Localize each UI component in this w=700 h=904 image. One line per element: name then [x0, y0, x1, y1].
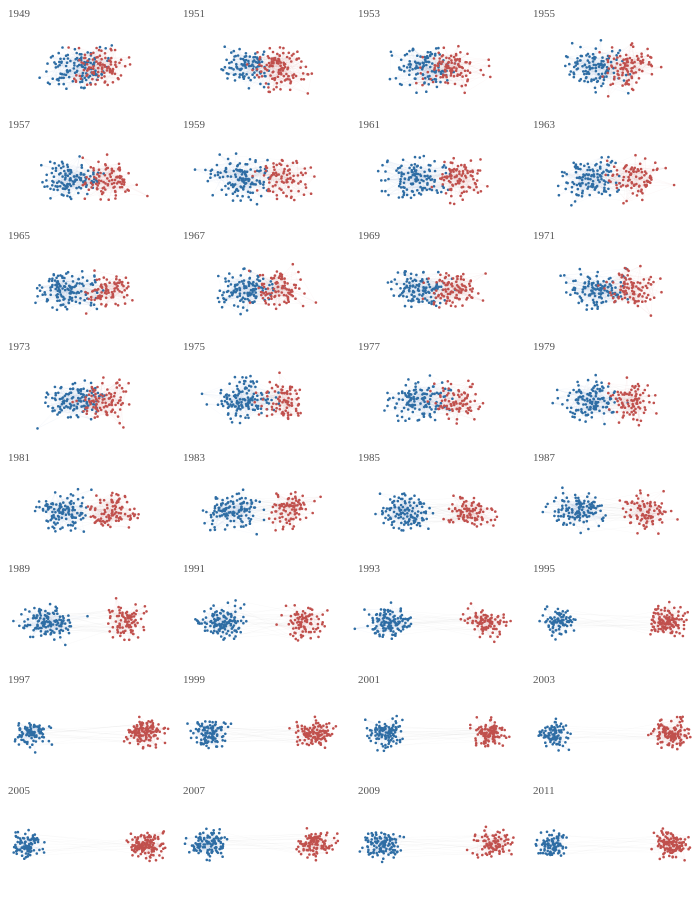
panel-1971: 1971 — [525, 228, 700, 339]
panel-1993: 1993 — [350, 561, 525, 672]
network-svg — [0, 228, 175, 339]
panel-year-label: 1969 — [358, 230, 380, 242]
panel-year-label: 2003 — [533, 674, 555, 686]
network-svg — [525, 6, 700, 117]
panel-year-label: 1995 — [533, 563, 555, 575]
panel-year-label: 1987 — [533, 452, 555, 464]
network-svg — [350, 6, 525, 117]
panel-1999: 1999 — [175, 672, 350, 783]
panel-year-label: 1965 — [8, 230, 30, 242]
panel-1953: 1953 — [350, 6, 525, 117]
panel-1989: 1989 — [0, 561, 175, 672]
panel-1975: 1975 — [175, 339, 350, 450]
network-svg — [0, 783, 175, 894]
network-svg — [525, 117, 700, 228]
network-svg — [0, 672, 175, 783]
network-svg — [525, 228, 700, 339]
panel-1983: 1983 — [175, 450, 350, 561]
panel-year-label: 1955 — [533, 8, 555, 20]
panel-year-label: 2005 — [8, 785, 30, 797]
network-svg — [350, 450, 525, 561]
panel-1977: 1977 — [350, 339, 525, 450]
panel-1991: 1991 — [175, 561, 350, 672]
panel-year-label: 2009 — [358, 785, 380, 797]
figure-wrapper: 1949 1951 1953 1955 1957 1959 1961 1963 1965 1967… — [0, 0, 700, 904]
panel-year-label: 1963 — [533, 119, 555, 131]
panel-1973: 1973 — [0, 339, 175, 450]
panel-year-label: 1999 — [183, 674, 205, 686]
network-svg — [175, 672, 350, 783]
panel-year-label: 1985 — [358, 452, 380, 464]
panel-2009: 2009 — [350, 783, 525, 894]
panel-2007: 2007 — [175, 783, 350, 894]
network-svg — [525, 672, 700, 783]
panel-1969: 1969 — [350, 228, 525, 339]
panel-year-label: 1957 — [8, 119, 30, 131]
panel-1987: 1987 — [525, 450, 700, 561]
panel-year-label: 1949 — [8, 8, 30, 20]
panel-1949: 1949 — [0, 6, 175, 117]
network-svg — [525, 561, 700, 672]
panel-year-label: 1975 — [183, 341, 205, 353]
panel-year-label: 2001 — [358, 674, 380, 686]
panel-1951: 1951 — [175, 6, 350, 117]
network-svg — [525, 783, 700, 894]
network-svg — [350, 339, 525, 450]
network-svg — [175, 450, 350, 561]
network-svg — [350, 228, 525, 339]
network-svg — [175, 339, 350, 450]
network-svg — [0, 561, 175, 672]
panel-2001: 2001 — [350, 672, 525, 783]
panel-1981: 1981 — [0, 450, 175, 561]
panel-year-label: 1953 — [358, 8, 380, 20]
panel-year-label: 1997 — [8, 674, 30, 686]
panel-year-label: 1961 — [358, 119, 380, 131]
panel-1957: 1957 — [0, 117, 175, 228]
panel-year-label: 1989 — [8, 563, 30, 575]
network-svg — [0, 117, 175, 228]
network-svg — [350, 672, 525, 783]
network-svg — [175, 228, 350, 339]
panel-1961: 1961 — [350, 117, 525, 228]
panel-1979: 1979 — [525, 339, 700, 450]
panel-year-label: 1967 — [183, 230, 205, 242]
network-svg — [350, 561, 525, 672]
panel-1985: 1985 — [350, 450, 525, 561]
network-svg — [175, 117, 350, 228]
network-svg — [175, 561, 350, 672]
network-svg — [0, 450, 175, 561]
network-svg — [0, 339, 175, 450]
panel-year-label: 1983 — [183, 452, 205, 464]
panel-year-label: 1971 — [533, 230, 555, 242]
network-svg — [175, 783, 350, 894]
panel-year-label: 1973 — [8, 341, 30, 353]
network-svg — [525, 339, 700, 450]
panel-2005: 2005 — [0, 783, 175, 894]
panel-1963: 1963 — [525, 117, 700, 228]
panel-2003: 2003 — [525, 672, 700, 783]
panel-year-label: 1951 — [183, 8, 205, 20]
panel-year-label: 1977 — [358, 341, 380, 353]
panel-year-label: 1991 — [183, 563, 205, 575]
panel-year-label: 1979 — [533, 341, 555, 353]
panel-1997: 1997 — [0, 672, 175, 783]
network-svg — [350, 783, 525, 894]
panel-1995: 1995 — [525, 561, 700, 672]
network-svg — [525, 450, 700, 561]
network-svg — [175, 6, 350, 117]
network-svg — [350, 117, 525, 228]
panel-year-label: 1981 — [8, 452, 30, 464]
panel-grid: 1949 1951 1953 1955 1957 1959 1961 1963 1965 1967… — [0, 6, 700, 894]
panel-1965: 1965 — [0, 228, 175, 339]
panel-1959: 1959 — [175, 117, 350, 228]
network-svg — [0, 6, 175, 117]
panel-year-label: 1993 — [358, 563, 380, 575]
panel-1967: 1967 — [175, 228, 350, 339]
panel-1955: 1955 — [525, 6, 700, 117]
panel-year-label: 2007 — [183, 785, 205, 797]
panel-year-label: 2011 — [533, 785, 555, 797]
panel-2011: 2011 — [525, 783, 700, 894]
panel-year-label: 1959 — [183, 119, 205, 131]
